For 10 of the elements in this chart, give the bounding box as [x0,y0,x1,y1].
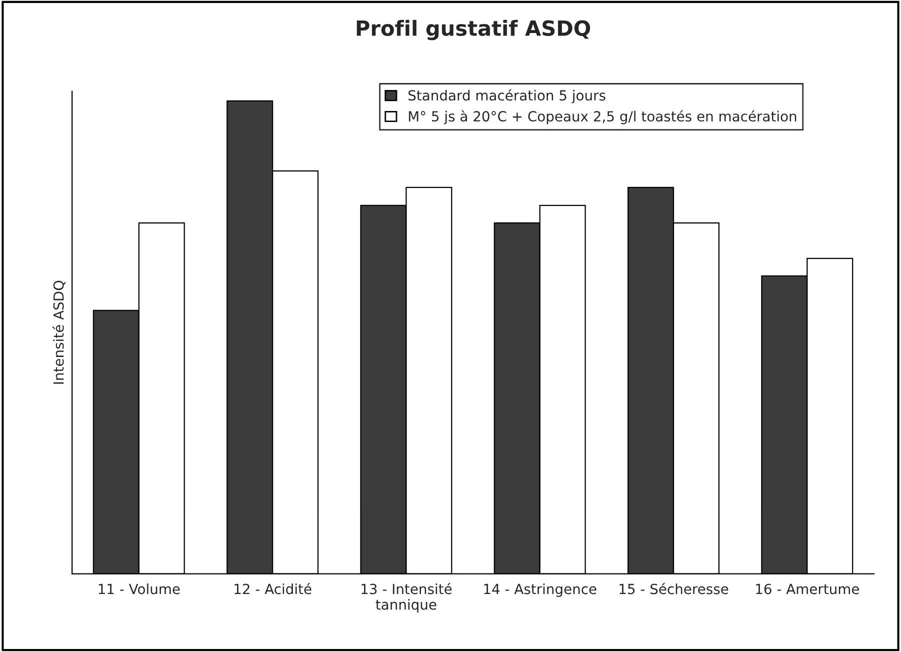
legend-label: M° 5 js à 20°C + Copeaux 2,5 g/l toastés en macération [408,110,796,124]
x-tick-label: 16 - Amertume [756,584,859,594]
x-tick-label: 11 - Volume [98,583,180,594]
x-tick-label: 14 - Astringence [484,583,596,597]
y-axis-title: Intensité ASDQ [52,280,66,384]
x-tick-label: 13 - Intensité tannique [362,582,452,612]
legend-label: Standard macération 5 jours [408,89,606,104]
x-tick-label: 12 - Acidité [234,582,312,594]
x-tick-label: 15 - Sécheresse [620,582,728,594]
chart-title: Profil gustatif ASDQ [356,20,590,40]
